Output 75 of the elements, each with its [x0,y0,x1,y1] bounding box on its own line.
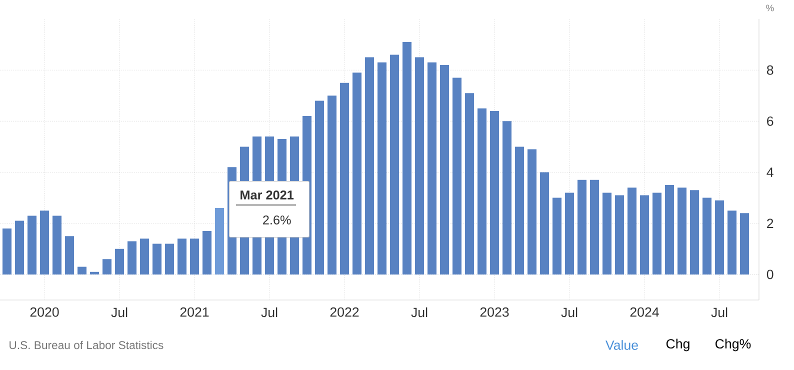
x-tick-label: 2021 [180,307,209,317]
bar [15,220,24,274]
bar [690,190,699,274]
y-tick-label: 0 [766,270,774,280]
x-tick-label: Jul [411,307,428,318]
x-tick-label: 2024 [630,307,659,317]
y-tick-label: 6 [767,116,774,126]
bar [528,149,536,274]
x-tick-label: 2023 [480,307,509,317]
bar [190,238,200,274]
bar [115,248,124,274]
bar [740,213,749,274]
bar [402,42,412,274]
bar [52,216,62,274]
bar [78,266,87,274]
bar [415,57,424,274]
bar [315,100,324,274]
text: Chg% [716,338,751,352]
bar [627,188,636,274]
bar [714,200,724,274]
bar [502,121,512,274]
bar [128,241,137,274]
y-tick-label: 4 [766,168,774,177]
bar [452,78,462,274]
bar [678,188,686,274]
y-tick-label: 2 [767,218,774,228]
bar [614,195,624,274]
bar [590,180,599,274]
bar [727,210,736,274]
bar [665,185,674,274]
bar [40,210,50,274]
text: Value [606,340,638,350]
y-axis-title: % [766,4,774,12]
bar [515,146,524,274]
bar [365,57,374,274]
bar [440,64,449,274]
bar [140,238,150,274]
bar [702,198,712,274]
bar [552,198,562,274]
annotation: Mar 2021 [240,190,294,200]
bar [340,82,350,274]
bar [390,54,400,274]
bar [565,192,574,274]
x-tick-label: 2020 [30,307,59,317]
bar [602,192,612,274]
bar [178,238,187,274]
text: U.S. Bureau of Labor Statistics [10,340,164,350]
bar [2,228,12,274]
bar [328,96,336,274]
bar [540,172,549,274]
bar [490,110,499,274]
bar [428,62,436,274]
text: Chg [666,338,690,352]
y-tick-label: 8 [766,65,774,75]
bar [652,192,662,274]
x-tick-label: Jul [261,307,278,318]
bar [28,216,37,274]
bar [465,93,474,274]
bar [90,272,100,274]
bar [152,244,162,274]
bar [352,72,362,274]
bar [640,195,649,274]
x-tick-label: Jul [561,307,578,318]
annotation: 2.6% [263,216,291,224]
bar [578,180,586,274]
x-tick-label: 2022 [330,307,359,317]
bar [202,231,212,274]
x-tick-label: Jul [711,307,728,318]
bar [102,259,112,274]
bar [215,208,224,274]
bar [378,62,387,274]
bar [65,236,74,274]
x-tick-label: Jul [111,307,128,318]
bar [478,108,486,274]
bar [165,244,174,274]
